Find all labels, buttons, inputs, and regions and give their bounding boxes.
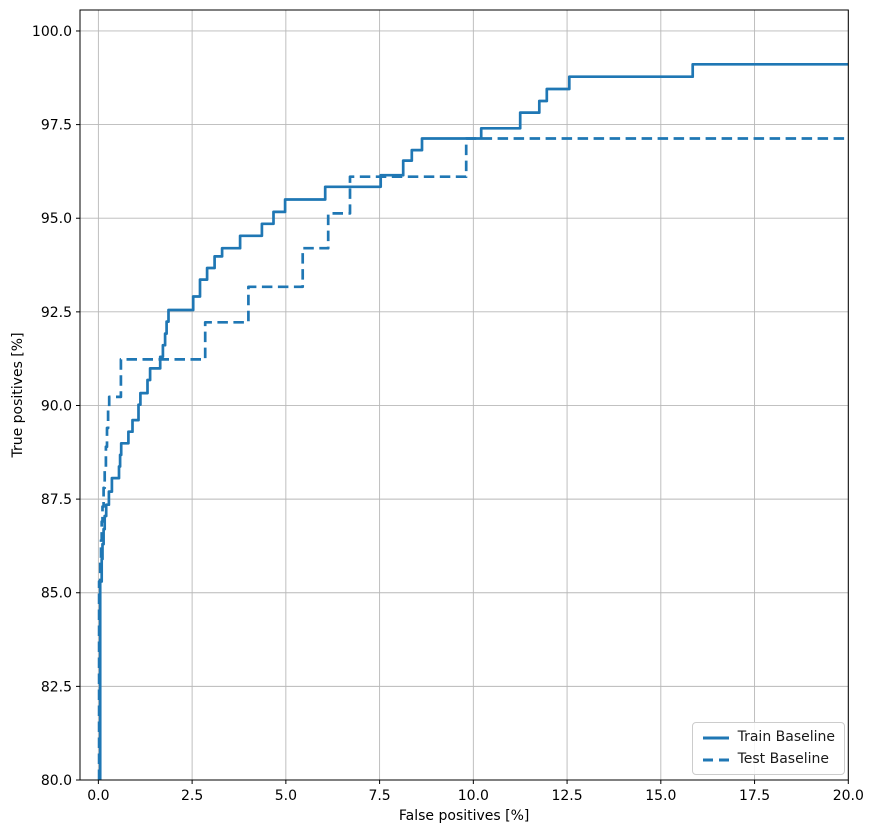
x-tick-label: 17.5 xyxy=(739,788,770,804)
x-tick-label: 20.0 xyxy=(833,788,864,804)
test-baseline-curve xyxy=(97,137,849,780)
y-tick-label: 90.0 xyxy=(41,398,72,414)
y-tick-label: 82.5 xyxy=(41,679,72,695)
legend-label-test: Test Baseline xyxy=(737,751,829,767)
x-tick-label: 15.0 xyxy=(645,788,676,804)
y-tick-label: 97.5 xyxy=(41,118,72,134)
x-tick-label: 2.5 xyxy=(181,788,203,804)
legend-item-train: Train Baseline xyxy=(702,728,835,747)
y-tick-label: 87.5 xyxy=(41,492,72,508)
y-tick-label: 80.0 xyxy=(41,773,72,789)
x-tick-label: 5.0 xyxy=(275,788,297,804)
x-tick-label: 0.0 xyxy=(87,788,109,804)
train-line-sample xyxy=(702,736,729,739)
test-line-sample xyxy=(702,758,729,761)
y-tick-label: 92.5 xyxy=(41,305,72,321)
y-tick-label: 85.0 xyxy=(41,586,72,602)
x-axis-label: False positives [%] xyxy=(399,808,529,824)
y-tick-label: 95.0 xyxy=(41,211,72,227)
x-tick-label: 10.0 xyxy=(458,788,489,804)
legend: Train Baseline Test Baseline xyxy=(691,722,845,775)
train-baseline-curve xyxy=(98,62,849,780)
x-tick-label: 7.5 xyxy=(368,788,390,804)
legend-item-test: Test Baseline xyxy=(702,750,835,769)
legend-label-train: Train Baseline xyxy=(737,729,835,745)
x-tick-label: 12.5 xyxy=(551,788,582,804)
y-tick-label: 100.0 xyxy=(32,24,72,40)
y-axis-label: True positives [%] xyxy=(10,332,26,458)
plot-box xyxy=(79,9,849,781)
